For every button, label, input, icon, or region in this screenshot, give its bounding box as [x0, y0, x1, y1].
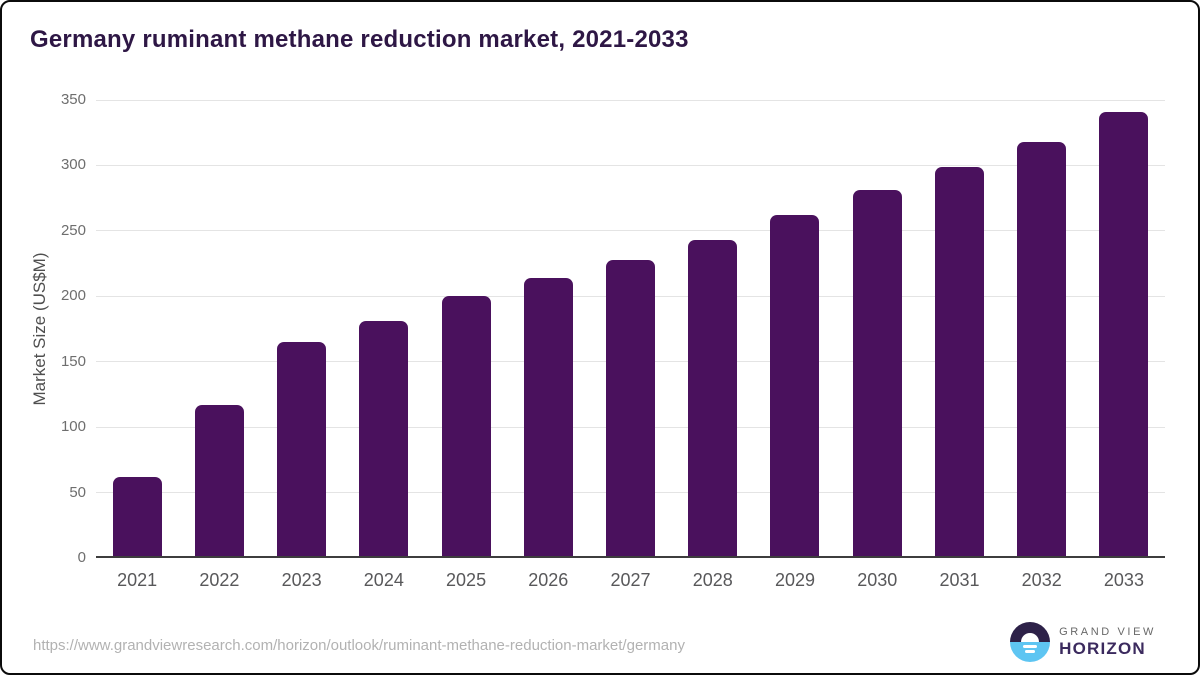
- gridline: [96, 164, 1165, 166]
- x-tick-label-2024: 2024: [363, 570, 404, 590]
- x-axis-line: [96, 556, 1165, 558]
- plot-area: [96, 99, 1165, 558]
- bar-2021[interactable]: [112, 476, 162, 558]
- x-tick-label-2029: 2029: [774, 570, 816, 590]
- x-tick-label-2033: 2033: [1103, 570, 1144, 590]
- gridline: [96, 230, 1165, 232]
- bar-slot: [343, 100, 425, 558]
- bar-slot: [672, 100, 754, 558]
- gridline: [96, 99, 1165, 101]
- bar-slot: [918, 100, 1000, 558]
- x-tick-label-2030: 2030: [857, 570, 898, 590]
- y-tick-label: 300: [60, 156, 86, 174]
- y-axis-tick-labels: 0 50 100 150 200 250 300 350: [0, 91, 86, 566]
- bar-slot: [1083, 100, 1165, 558]
- bar-slot: [507, 100, 589, 558]
- bar-2033[interactable]: [1099, 111, 1149, 558]
- source-url[interactable]: https://www.grandviewresearch.com/horizo…: [33, 637, 685, 654]
- logo-reflection-line: [1023, 645, 1038, 648]
- bar-2025[interactable]: [441, 296, 491, 558]
- bar-slot: [589, 100, 671, 558]
- bar-slot: [1001, 100, 1083, 558]
- x-tick-label-2032: 2032: [1021, 570, 1062, 590]
- x-tick-label-2023: 2023: [281, 570, 322, 590]
- bar-slot: [178, 100, 260, 558]
- bar-2027[interactable]: [606, 259, 656, 558]
- logo-sun-shape: [1021, 633, 1040, 642]
- y-tick-label: 200: [60, 287, 86, 305]
- bar-slot: [836, 100, 918, 558]
- bar-2030[interactable]: [852, 190, 902, 558]
- logo-reflection-line: [1025, 650, 1036, 653]
- y-tick-label: 50: [69, 483, 86, 501]
- x-tick-label-2022: 2022: [199, 570, 240, 590]
- bar-2023[interactable]: [277, 342, 327, 558]
- chart-title: Germany ruminant methane reduction marke…: [30, 26, 689, 53]
- logo-sky-half: [1010, 622, 1051, 642]
- y-tick-label: 350: [60, 91, 86, 108]
- y-tick-label: 250: [60, 221, 86, 239]
- x-tick-label-2026: 2026: [528, 570, 569, 590]
- logo-horizon-text: HORIZON: [1059, 639, 1146, 658]
- x-tick-label-2027: 2027: [610, 570, 651, 590]
- logo-grand-view-text: GRAND VIEW: [1059, 626, 1156, 638]
- bar-2022[interactable]: [194, 404, 244, 558]
- y-tick-label: 0: [77, 549, 86, 566]
- bar-2028[interactable]: [688, 240, 738, 558]
- bar-slot: [425, 100, 507, 558]
- y-tick-label: 100: [60, 418, 86, 436]
- x-tick-label-2028: 2028: [692, 570, 733, 590]
- bar-2024[interactable]: [359, 321, 409, 558]
- bar-2026[interactable]: [523, 277, 573, 558]
- bar-2032[interactable]: [1017, 141, 1067, 558]
- bar-slot: [754, 100, 836, 558]
- bar-2031[interactable]: [934, 166, 984, 558]
- horizon-sun-logo-icon: [1010, 622, 1051, 662]
- logo-wordmark: GRAND VIEW HORIZON: [1059, 625, 1156, 659]
- y-tick-label: 150: [60, 352, 86, 370]
- x-tick-label-2021: 2021: [117, 570, 158, 590]
- x-tick-label-2031: 2031: [939, 570, 980, 590]
- bar-slot: [96, 100, 178, 558]
- brand-logo: GRAND VIEW HORIZON: [1010, 622, 1156, 662]
- x-axis-tick-labels: 2021 2022 2023 2024 2025 2026 2027 2028 2029 2030…: [96, 570, 1165, 591]
- x-tick-label-2025: 2025: [446, 570, 487, 590]
- bar-2029[interactable]: [770, 215, 820, 558]
- bar-slot: [260, 100, 342, 558]
- bar-series: [96, 100, 1165, 558]
